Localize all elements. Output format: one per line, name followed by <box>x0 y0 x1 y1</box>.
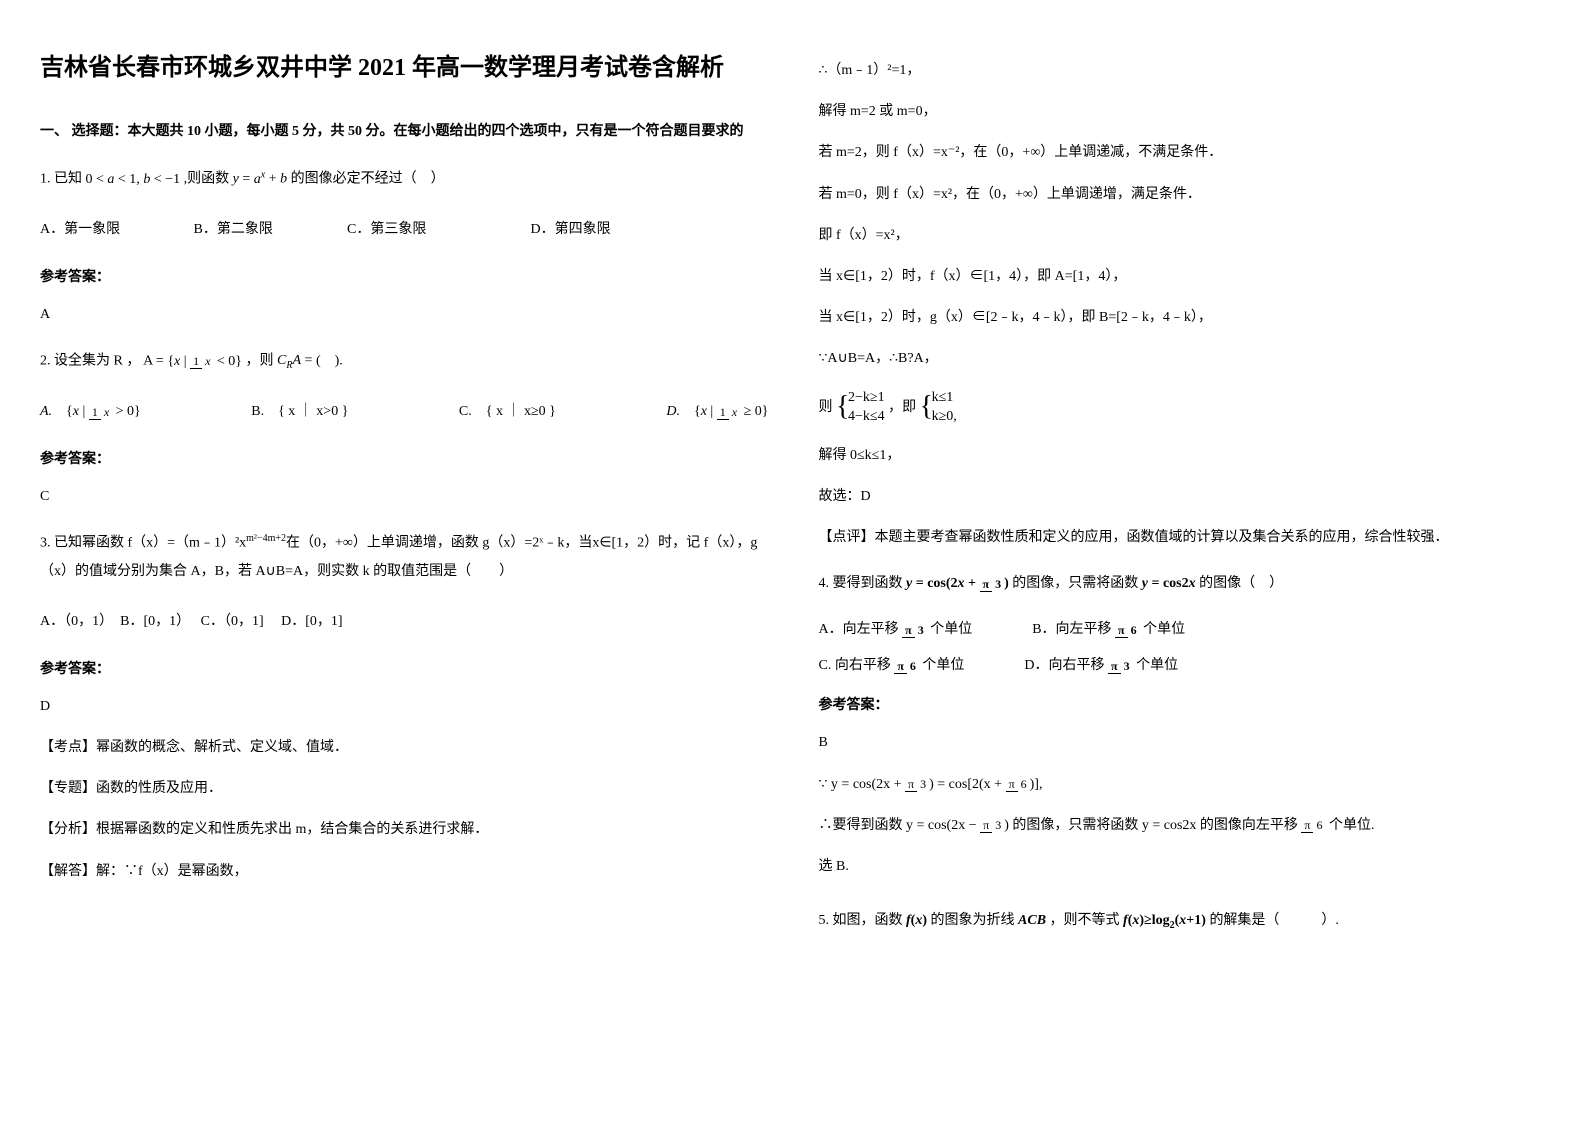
q4-expl2-suffix: 的图像向左平移 <box>1200 818 1298 833</box>
q3-exp: m²−4m+2 <box>246 533 286 544</box>
q1-condition: 0 < a < 1, b < −1 <box>86 166 181 194</box>
q5-stem-mid2: ，则不等式 <box>1050 913 1120 928</box>
q4-expl2-func: y = cos(2x − π3) <box>906 818 1009 833</box>
q4-stem-prefix: 4. 要得到函数 <box>819 576 903 591</box>
q2-optA: A. {x | 1x > 0} <box>40 398 141 426</box>
q1-optC: C．第三象限 <box>347 216 527 244</box>
q2-stem-suffix: ( ). <box>316 354 343 369</box>
brace2-a: k≤1 <box>932 388 957 408</box>
q1-stem-suffix: 的图像必定不经过（ ） <box>291 172 445 187</box>
q5-stem-suffix: 的解集是（ ）. <box>1209 913 1339 928</box>
brace-1: 2−k≥1 4−k≤4 <box>836 388 885 427</box>
q4-func1: y = cos(2x + π3) <box>906 570 1009 598</box>
q3-answer: D <box>40 694 769 719</box>
q4-options-row2: C. 向右平移 π6 个单位 D．向右平移 π3 个单位 <box>819 654 1548 674</box>
q1-optA: A．第一象限 <box>40 216 190 244</box>
q2-stem-mid: ，则 <box>246 354 274 369</box>
q4-expl2-end: 个单位. <box>1329 818 1375 833</box>
brace-2: k≤1 k≥0, <box>920 388 957 427</box>
c2-l9-mid: ，即 <box>888 399 916 414</box>
q4-expl2: ∴要得到函数 y = cos(2x − π3) 的图像，只需将函数 y = co… <box>819 813 1548 838</box>
q2-stem-prefix: 2. 设全集为 R ， A = <box>40 354 167 369</box>
q1-answer: A <box>40 302 769 327</box>
question-1: 1. 已知 0 < a < 1, b < −1 ,则函数 y = ax + b … <box>40 165 769 194</box>
brace2-b: k≥0, <box>932 407 957 427</box>
q3-line1: 【考点】幂函数的概念、解析式、定义域、值域． <box>40 735 769 760</box>
c2-l12: 【点评】本题主要考查幂函数性质和定义的应用，函数值域的计算以及集合关系的应用，综… <box>819 525 1548 550</box>
q1-optD: D．第四象限 <box>531 222 611 237</box>
question-5: 5. 如图，函数 f(x) 的图象为折线 ACB ，则不等式 f(x)≥log2… <box>819 907 1548 936</box>
q1-optB: B．第二象限 <box>194 216 344 244</box>
q3-line3: 【分析】根据幂函数的定义和性质先求出 m，结合集合的关系进行求解． <box>40 817 769 842</box>
q4-optC: C. 向右平移 π6 个单位 <box>819 654 965 674</box>
q4-optB: B．向左平移 π6 个单位 <box>1032 618 1185 638</box>
q2-optB: B. { x ｜ x>0 } <box>251 398 348 426</box>
q2-optC: C. { x ｜ x≥0 } <box>459 398 556 426</box>
question-3: 3. 已知幂函数 f（x）=（m﹣1）²xm²−4m+2在（0，+∞）上单调递增… <box>40 529 769 586</box>
question-2: 2. 设全集为 R ， A = {x | 1x < 0} ，则 CRA = ( … <box>40 347 769 376</box>
q1-stem-prefix: 1. 已知 <box>40 172 82 187</box>
document-title: 吉林省长春市环城乡双井中学 2021 年高一数学理月考试卷含解析 <box>40 50 769 86</box>
brace1-a: 2−k≥1 <box>848 388 885 408</box>
q4-optD: D．向右平移 π3 个单位 <box>1024 654 1178 674</box>
q3-stem1: 3. 已知幂函数 f（x）=（m﹣1）²x <box>40 536 246 551</box>
q4-expl1-prefix: ∵ <box>819 777 828 792</box>
c2-l1: ∴（m﹣1）²=1， <box>819 58 1548 83</box>
q4-answer: B <box>819 730 1548 755</box>
q4-stem-suffix: 的图像（ ） <box>1199 576 1283 591</box>
c2-l5: 即 f（x）=x²， <box>819 223 1548 248</box>
q2-answer-label: 参考答案： <box>40 448 769 468</box>
c2-l6: 当 x∈[1，2）时，f（x）∈[1，4），即 A=[1，4）， <box>819 264 1548 289</box>
c2-l4: 若 m=0，则 f（x）=x²，在（0，+∞）上单调递增，满足条件． <box>819 182 1548 207</box>
q2-options: A. {x | 1x > 0} B. { x ｜ x>0 } C. { x ｜ … <box>40 398 769 426</box>
q4-expl2-mid: 的图像，只需将函数 <box>1012 818 1138 833</box>
q1-answer-label: 参考答案： <box>40 266 769 286</box>
q4-func2: y = cos2x <box>1142 570 1196 598</box>
q5-acb: ACB <box>1018 913 1046 928</box>
q5-ineq: f(x)≥log2(x+1) <box>1123 913 1206 928</box>
c2-l9-prefix: 则 <box>819 399 833 414</box>
q5-fx: f(x) <box>906 913 927 928</box>
c2-l8: ∵A∪B=A，∴B?A， <box>819 346 1548 371</box>
q2-optD: D. {x | 1x ≥ 0} <box>666 398 768 426</box>
brace1-b: 4−k≤4 <box>848 407 885 427</box>
q3-answer-label: 参考答案： <box>40 658 769 678</box>
q4-answer-label: 参考答案： <box>819 694 1548 714</box>
q4-expl1-formula: y = cos(2x + π3) = cos[2(x + π6)] <box>831 777 1039 792</box>
q4-expl2-func2: y = cos2x <box>1142 818 1197 833</box>
q4-stem-mid: 的图像，只需将函数 <box>1012 576 1142 591</box>
q2-answer: C <box>40 484 769 509</box>
q1-stem-mid: ,则函数 <box>184 172 230 187</box>
q4-optA: A．向左平移 π3 个单位 <box>819 618 973 638</box>
left-column: 吉林省长春市环城乡双井中学 2021 年高一数学理月考试卷含解析 一、 选择题：… <box>40 50 769 1072</box>
q3-line2: 【专题】函数的性质及应用． <box>40 776 769 801</box>
c2-l9: 则 2−k≥1 4−k≤4 ，即 k≤1 k≥0, <box>819 388 1548 427</box>
c2-l10: 解得 0≤k≤1， <box>819 443 1548 468</box>
q5-stem-prefix: 5. 如图，函数 <box>819 913 903 928</box>
q1-options: A．第一象限 B．第二象限 C．第三象限 D．第四象限 <box>40 216 769 244</box>
question-4: 4. 要得到函数 y = cos(2x + π3) 的图像，只需将函数 y = … <box>819 570 1548 598</box>
q4-expl1: ∵ y = cos(2x + π3) = cos[2(x + π6)], <box>819 772 1548 797</box>
right-column: ∴（m﹣1）²=1， 解得 m=2 或 m=0， 若 m=2，则 f（x）=x⁻… <box>819 50 1548 1072</box>
q2-set: {x | 1x < 0} <box>167 348 242 376</box>
q4-expl2-prefix: ∴要得到函数 <box>819 818 903 833</box>
c2-l11: 故选：D <box>819 484 1548 509</box>
c2-l2: 解得 m=2 或 m=0， <box>819 99 1548 124</box>
c2-l7: 当 x∈[1，2）时，g（x）∈[2﹣k，4﹣k），即 B=[2﹣k，4﹣k）， <box>819 305 1548 330</box>
q2-comp: CRA = <box>277 347 312 376</box>
c2-l3: 若 m=2，则 f（x）=x⁻²，在（0，+∞）上单调递减，不满足条件． <box>819 140 1548 165</box>
q4-options-row1: A．向左平移 π3 个单位 B．向左平移 π6 个单位 <box>819 618 1548 638</box>
q3-options: A．（0，1） B．[0，1） C．（0，1] D．[0，1] <box>40 608 769 636</box>
q5-stem-mid1: 的图象为折线 <box>931 913 1019 928</box>
section-1-header: 一、 选择题：本大题共 10 小题，每小题 5 分，共 50 分。在每小题给出的… <box>40 121 769 143</box>
q1-func: y = ax + b <box>233 165 287 194</box>
q4-expl3: 选 B. <box>819 854 1548 879</box>
q3-line4: 【解答】解：∵f（x）是幂函数， <box>40 859 769 884</box>
q4-expl2-unit: π6 <box>1301 815 1325 837</box>
